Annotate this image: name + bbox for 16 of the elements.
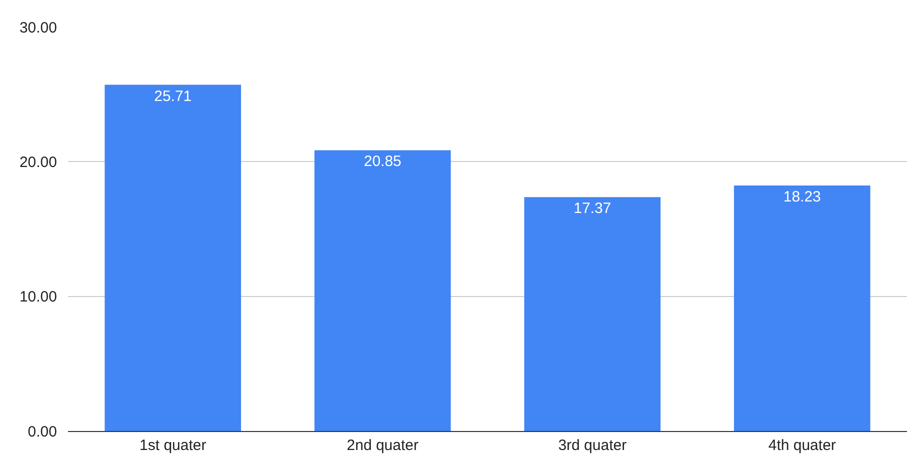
x-tick-label: 3rd quater [558, 437, 627, 454]
data-label: 17.37 [574, 200, 612, 218]
y-tick-label: 10.00 [19, 288, 57, 306]
bar [734, 186, 870, 431]
data-label: 20.85 [364, 153, 402, 170]
x-tick-label: 4th quater [768, 437, 836, 454]
y-tick-label: 0.00 [28, 423, 57, 440]
bar [104, 84, 242, 431]
x-tick-label: 1st quater [140, 437, 206, 454]
data-label: 25.71 [154, 88, 192, 105]
x-tick-label: 2nd quater [346, 437, 418, 454]
bar [524, 197, 661, 431]
y-tick-label: 30.00 [19, 19, 57, 36]
y-tick-label: 20.00 [19, 154, 57, 171]
bar [314, 150, 451, 431]
data-label: 18.23 [783, 188, 821, 206]
